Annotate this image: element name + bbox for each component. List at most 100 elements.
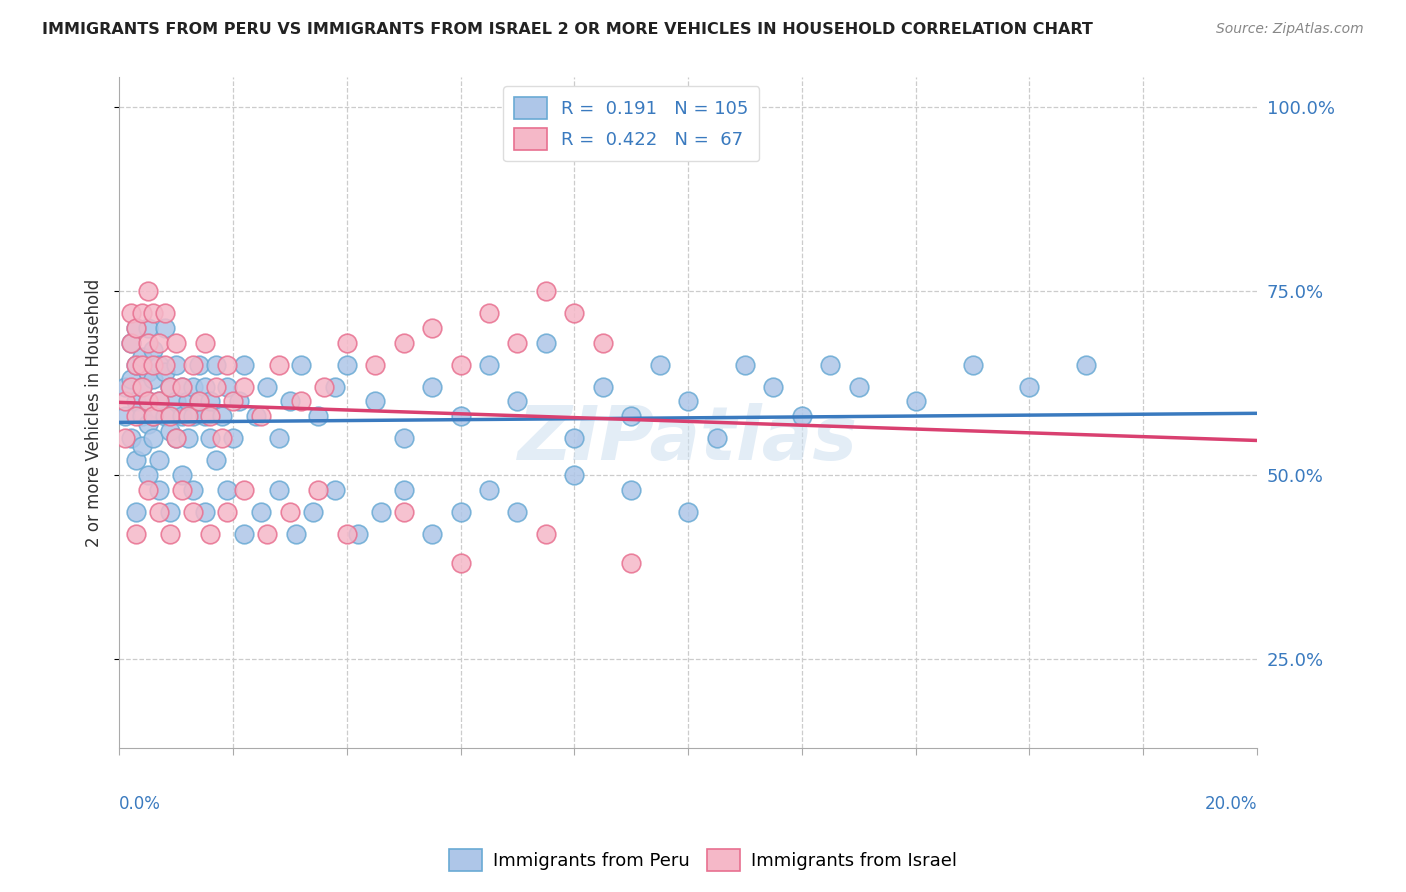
- Text: Source: ZipAtlas.com: Source: ZipAtlas.com: [1216, 22, 1364, 37]
- Point: [142, 358, 165, 372]
- Point: [148, 358, 170, 372]
- Point: [420, 527, 443, 541]
- Point: [159, 505, 181, 519]
- Point: [165, 431, 187, 445]
- Point: [233, 380, 256, 394]
- Point: [170, 380, 193, 394]
- Point: [676, 394, 699, 409]
- Point: [200, 431, 222, 445]
- Point: [278, 394, 301, 409]
- Point: [136, 335, 159, 350]
- Point: [392, 483, 415, 497]
- Point: [165, 431, 187, 445]
- Point: [620, 483, 643, 497]
- Point: [478, 358, 501, 372]
- Point: [142, 409, 165, 424]
- Point: [148, 335, 170, 350]
- Point: [217, 358, 239, 372]
- Point: [592, 335, 614, 350]
- Point: [217, 483, 239, 497]
- Point: [450, 557, 472, 571]
- Point: [136, 468, 159, 483]
- Point: [364, 358, 387, 372]
- Point: [148, 394, 170, 409]
- Point: [620, 409, 643, 424]
- Point: [848, 380, 870, 394]
- Point: [181, 505, 204, 519]
- Text: ZIPatlas: ZIPatlas: [519, 403, 858, 475]
- Point: [159, 409, 181, 424]
- Point: [142, 306, 165, 320]
- Point: [307, 483, 329, 497]
- Point: [534, 284, 557, 298]
- Point: [217, 380, 239, 394]
- Point: [153, 320, 176, 334]
- Point: [267, 483, 290, 497]
- Point: [131, 350, 153, 364]
- Point: [370, 505, 392, 519]
- Point: [159, 380, 181, 394]
- Point: [148, 505, 170, 519]
- Point: [211, 431, 233, 445]
- Point: [290, 358, 312, 372]
- Point: [176, 394, 198, 409]
- Point: [136, 284, 159, 298]
- Point: [222, 431, 245, 445]
- Point: [1018, 380, 1040, 394]
- Point: [142, 431, 165, 445]
- Point: [336, 358, 359, 372]
- Point: [592, 380, 614, 394]
- Point: [142, 409, 165, 424]
- Point: [706, 431, 728, 445]
- Point: [120, 431, 142, 445]
- Point: [170, 380, 193, 394]
- Point: [136, 320, 159, 334]
- Point: [136, 394, 159, 409]
- Point: [233, 483, 256, 497]
- Point: [245, 409, 267, 424]
- Point: [181, 358, 204, 372]
- Point: [762, 380, 785, 394]
- Point: [136, 365, 159, 379]
- Point: [564, 468, 586, 483]
- Point: [194, 335, 217, 350]
- Point: [325, 380, 347, 394]
- Point: [290, 394, 312, 409]
- Point: [325, 483, 347, 497]
- Point: [250, 409, 273, 424]
- Point: [120, 306, 142, 320]
- Y-axis label: 2 or more Vehicles in Household: 2 or more Vehicles in Household: [86, 278, 103, 547]
- Point: [153, 358, 176, 372]
- Point: [962, 358, 984, 372]
- Point: [125, 527, 148, 541]
- Point: [159, 424, 181, 438]
- Point: [420, 380, 443, 394]
- Point: [165, 335, 187, 350]
- Point: [125, 505, 148, 519]
- Point: [153, 365, 176, 379]
- Point: [142, 343, 165, 357]
- Point: [790, 409, 813, 424]
- Point: [120, 380, 142, 394]
- Point: [734, 358, 756, 372]
- Point: [534, 527, 557, 541]
- Point: [620, 557, 643, 571]
- Point: [170, 468, 193, 483]
- Point: [648, 358, 671, 372]
- Point: [267, 358, 290, 372]
- Point: [1076, 358, 1098, 372]
- Point: [148, 453, 170, 467]
- Point: [233, 358, 256, 372]
- Text: IMMIGRANTS FROM PERU VS IMMIGRANTS FROM ISRAEL 2 OR MORE VEHICLES IN HOUSEHOLD C: IMMIGRANTS FROM PERU VS IMMIGRANTS FROM …: [42, 22, 1092, 37]
- Point: [125, 409, 148, 424]
- Point: [564, 431, 586, 445]
- Point: [153, 409, 176, 424]
- Point: [131, 380, 153, 394]
- Point: [131, 409, 153, 424]
- Point: [820, 358, 842, 372]
- Point: [904, 394, 927, 409]
- Point: [194, 380, 217, 394]
- Point: [170, 409, 193, 424]
- Point: [256, 527, 278, 541]
- Point: [284, 527, 307, 541]
